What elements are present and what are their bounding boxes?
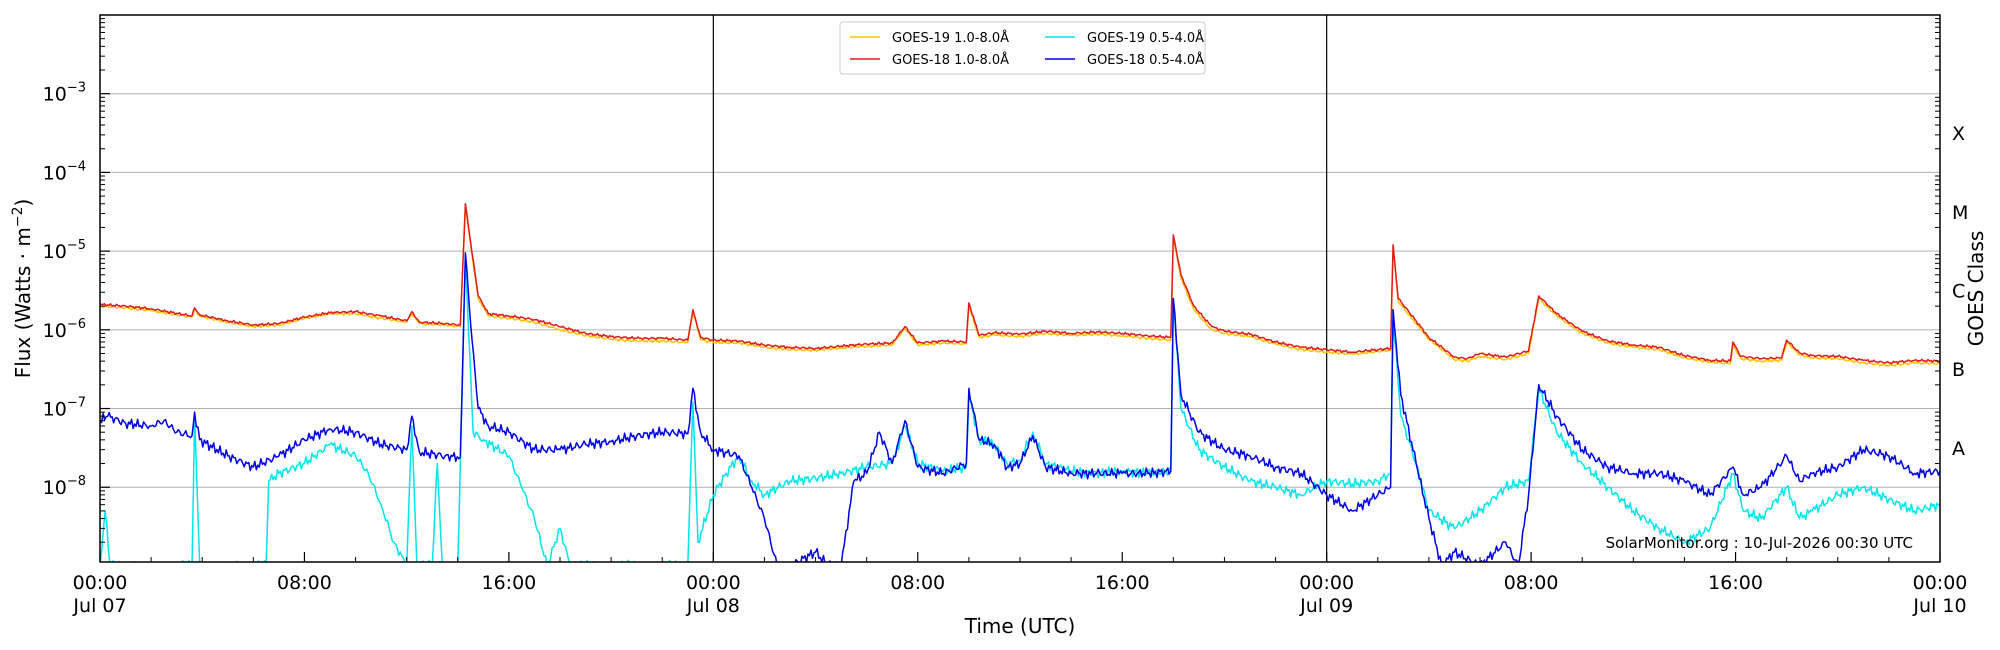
goes-class-label: A xyxy=(1952,438,1965,460)
x-tick-label-time: 00:00 xyxy=(1913,572,1968,594)
x-tick-label-date: Jul 10 xyxy=(1912,595,1966,617)
y-tick-label: 10−7 xyxy=(43,396,86,421)
y-tick-label: 10−3 xyxy=(43,81,86,106)
x-tick-label-time: 00:00 xyxy=(686,572,741,594)
x-tick-label-time: 08:00 xyxy=(1504,572,1559,594)
legend-entry-label: GOES-19 1.0-8.0Å xyxy=(892,30,1009,46)
credit-text: SolarMonitor.org : 10-Jul-2026 00:30 UTC xyxy=(1606,534,1913,552)
y-axis-title-close: ) xyxy=(11,199,35,207)
y-axis-ticks: 10−8 10−7 10−6 10−5 10−4 10−3 xyxy=(43,18,1940,543)
x-tick-label-date: Jul 07 xyxy=(72,595,126,617)
x-tick-label-time: 00:00 xyxy=(73,572,128,594)
x-tick-label-date: Jul 09 xyxy=(1299,595,1353,617)
goes-class-label: C xyxy=(1952,280,1965,302)
y-tick-label: 10−5 xyxy=(43,238,86,263)
legend-box xyxy=(839,21,1206,75)
y-tick-label: 10−8 xyxy=(43,474,86,499)
day-separator-lines xyxy=(712,15,1328,562)
legend-entry-label: GOES-19 0.5-4.0Å xyxy=(1087,30,1204,46)
grid-lines xyxy=(100,93,1940,488)
y-axis-title-main: Flux (Watts · m xyxy=(11,227,35,378)
x-tick-label-time: 16:00 xyxy=(1708,572,1763,594)
goes-class-labels: A B C M X xyxy=(1952,123,1968,460)
goes-class-label: B xyxy=(1952,359,1965,381)
goes-class-axis-title: GOES Class xyxy=(1964,231,1988,347)
flux-series-group xyxy=(100,202,1940,562)
y-axis-title-superscript: −2 xyxy=(10,207,26,228)
x-axis-title: Time (UTC) xyxy=(964,614,1076,638)
series-line xyxy=(100,257,1940,562)
goes-class-label: M xyxy=(1952,202,1968,224)
legend-entry-label: GOES-18 1.0-8.0Å xyxy=(892,52,1009,68)
y-tick-label: 10−6 xyxy=(43,317,86,342)
x-tick-label-time: 08:00 xyxy=(277,572,332,594)
series-line xyxy=(100,252,1940,562)
plot-frame xyxy=(99,14,1941,563)
series-line xyxy=(100,202,1940,365)
x-tick-label-time: 08:00 xyxy=(890,572,945,594)
x-tick-label-time: 16:00 xyxy=(1095,572,1150,594)
legend: GOES-19 1.0-8.0Å GOES-18 1.0-8.0Å GOES-19 … xyxy=(839,21,1206,75)
x-tick-label-time: 16:00 xyxy=(482,572,537,594)
x-tick-label-date: Jul 08 xyxy=(686,595,740,617)
y-tick-label: 10−4 xyxy=(43,159,86,184)
goes-class-label: X xyxy=(1952,123,1965,145)
y-axis-title: Flux (Watts · m−2) xyxy=(10,199,35,379)
series-line xyxy=(100,204,1940,367)
legend-entry-label: GOES-18 0.5-4.0Å xyxy=(1087,52,1204,68)
x-tick-label-time: 00:00 xyxy=(1299,572,1354,594)
